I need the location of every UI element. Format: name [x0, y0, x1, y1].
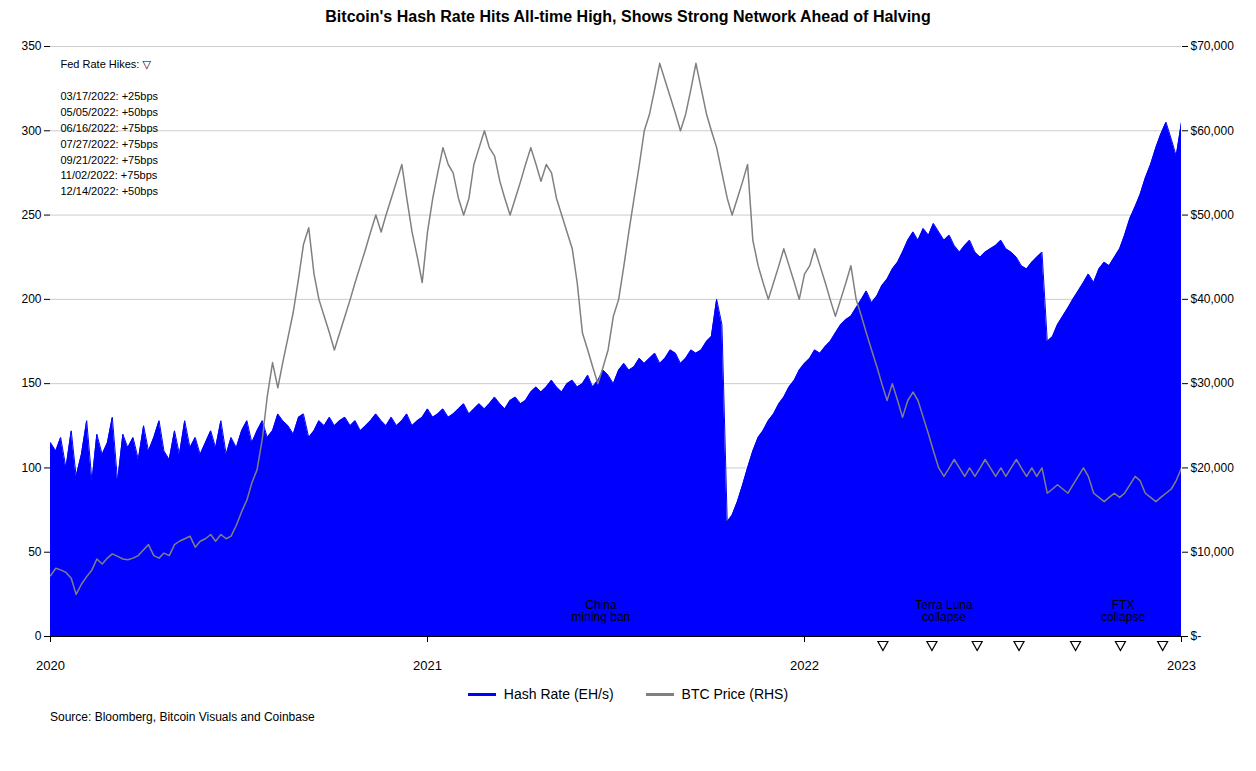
svg-text:2023: 2023: [1167, 658, 1196, 673]
svg-text:$40,000: $40,000: [1191, 292, 1235, 306]
svg-text:350: 350: [21, 39, 41, 53]
html-text:Source: Bloomberg, Bitcoin Vis: Source: Bloomberg, Bitcoin Visuals and C…: [50, 710, 315, 724]
svg-text:2022: 2022: [790, 658, 819, 673]
html-text:Bitcoin's Hash Rate Hits All-t: Bitcoin's Hash Rate Hits All-time High, …: [325, 8, 931, 25]
svg-text:Chinamining ban: Chinamining ban: [572, 598, 631, 624]
svg-text:100: 100: [21, 461, 41, 475]
svg-text:0: 0: [35, 629, 42, 643]
html-text:Hash Rate (EH/s): Hash Rate (EH/s): [503, 686, 614, 702]
svg-text:200: 200: [21, 292, 41, 306]
svg-text:250: 250: [21, 208, 41, 222]
svg-text:150: 150: [21, 376, 41, 390]
svg-text:$70,000: $70,000: [1191, 39, 1235, 53]
svg-text:2020: 2020: [36, 658, 65, 673]
svg-text:Fed Rate Hikes: ▽03/17/2022: +: Fed Rate Hikes: ▽03/17/2022: +25bps05/05…: [61, 58, 159, 198]
svg-text:$10,000: $10,000: [1191, 545, 1235, 559]
svg-text:Terra Lunacollapse: Terra Lunacollapse: [915, 598, 973, 624]
svg-text:$50,000: $50,000: [1191, 208, 1235, 222]
svg-text:FTXcollapse: FTXcollapse: [1101, 598, 1145, 624]
svg-text:$60,000: $60,000: [1191, 124, 1235, 138]
svg-text:$20,000: $20,000: [1191, 461, 1235, 475]
svg-text:50: 50: [28, 545, 42, 559]
html-text:BTC Price (RHS): BTC Price (RHS): [681, 686, 789, 702]
svg-text:2021: 2021: [413, 658, 442, 673]
svg-text:$-: $-: [1191, 629, 1202, 643]
svg-text:300: 300: [21, 124, 41, 138]
svg-text:$30,000: $30,000: [1191, 376, 1235, 390]
